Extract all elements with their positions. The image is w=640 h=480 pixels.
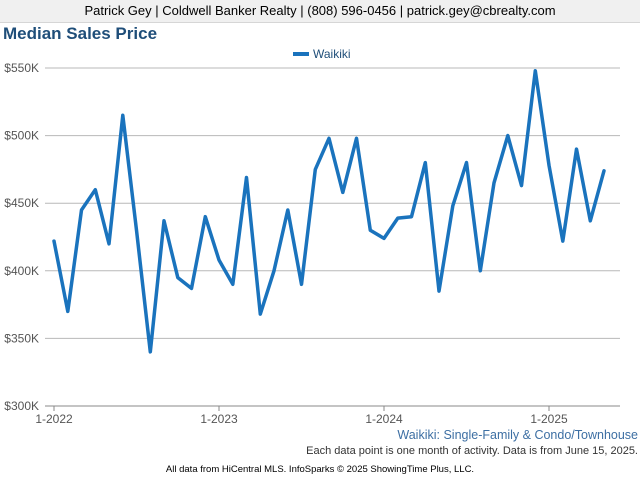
y-tick-label: $500K [4,129,39,143]
data-note: Each data point is one month of activity… [306,445,638,457]
y-tick-label: $400K [4,264,39,278]
x-tick-label: 1-2024 [365,412,403,426]
footer-credit: All data from HiCentral MLS. InfoSparks … [165,464,475,475]
chart-subtitle: Waikiki: Single-Family & Condo/Townhouse [397,428,638,442]
legend-label-waikiki: Waikiki [313,47,351,61]
chart-title: Median Sales Price [3,24,158,43]
y-tick-label: $300K [4,399,39,413]
agent-contact-header: Patrick Gey | Coldwell Banker Realty | (… [0,0,640,23]
y-tick-label: $450K [4,196,39,210]
y-tick-label: $550K [4,61,39,75]
x-tick-label: 1-2025 [530,412,568,426]
agent-contact-text: Patrick Gey | Coldwell Banker Realty | (… [84,3,556,18]
x-tick-label: 1-2023 [200,412,238,426]
y-tick-label: $350K [4,331,39,345]
series-line-waikiki [52,68,606,354]
x-tick-label: 1-2022 [35,412,73,426]
